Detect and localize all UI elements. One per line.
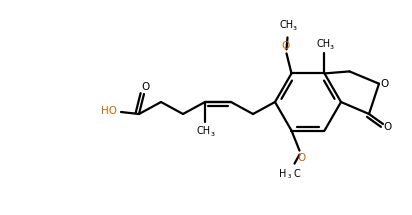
- Text: ₃: ₃: [293, 22, 297, 32]
- Text: ₃: ₃: [330, 41, 333, 51]
- Text: ₃: ₃: [288, 171, 291, 180]
- Text: ₃: ₃: [210, 128, 214, 138]
- Text: O: O: [384, 122, 392, 132]
- Text: CH: CH: [279, 20, 294, 30]
- Text: O: O: [297, 153, 306, 163]
- Text: CH: CH: [197, 126, 211, 136]
- Text: O: O: [381, 79, 389, 89]
- Text: O: O: [281, 41, 290, 51]
- Text: CH: CH: [316, 39, 330, 49]
- Text: O: O: [142, 82, 150, 92]
- Text: C: C: [293, 169, 300, 179]
- Text: HO: HO: [101, 106, 117, 116]
- Text: H: H: [279, 169, 286, 179]
